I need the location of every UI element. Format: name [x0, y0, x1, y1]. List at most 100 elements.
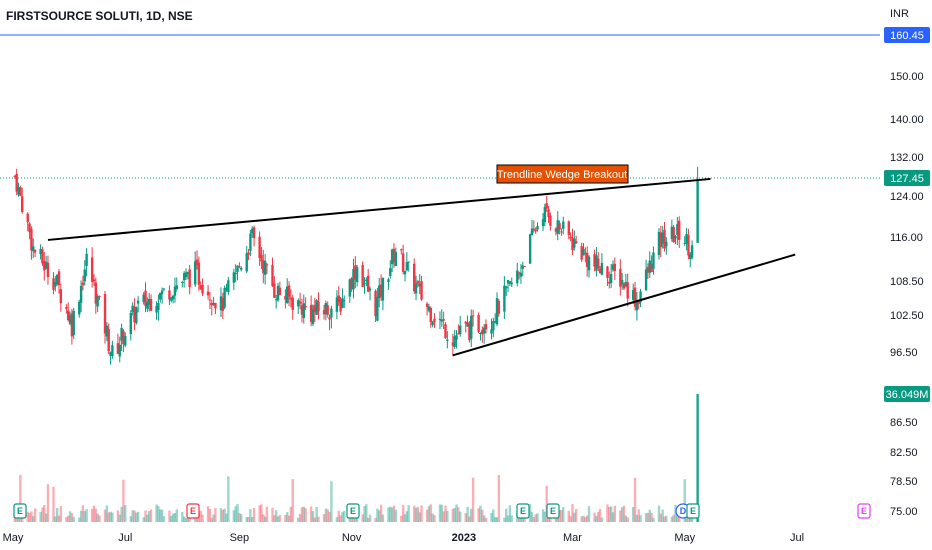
candle-body	[43, 261, 46, 271]
volume-bar	[116, 510, 120, 522]
volume-bar	[665, 515, 668, 522]
candle-body	[227, 280, 230, 293]
volume-bar	[493, 517, 497, 522]
price-tick-label: 108.50	[890, 276, 924, 288]
volume-bar	[683, 479, 686, 522]
earnings-marker[interactable]: E	[346, 503, 360, 519]
price-axis[interactable]: 150.00 140.00 132.00 124.00 116.00 108.50 102.…	[890, 71, 924, 359]
volume-bar	[302, 506, 305, 522]
candle-body	[133, 306, 136, 323]
volume-bar	[309, 506, 313, 522]
candle-body	[236, 265, 239, 272]
candle-body	[361, 265, 364, 287]
volume-bar	[468, 516, 471, 522]
time-axis[interactable]: May Jul Sep Nov 2023 Mar May Jul	[3, 532, 804, 544]
time-tick-label: May	[3, 532, 24, 544]
volume-bar	[236, 504, 239, 522]
volume-bar	[366, 517, 370, 522]
candle-body	[15, 173, 18, 192]
volume-bar	[676, 510, 679, 522]
volume-tick-label: 75.00	[890, 506, 918, 518]
candle-body	[54, 282, 57, 287]
volume-bar	[79, 510, 83, 522]
candle-body	[146, 302, 149, 309]
price-tick-label: 96.50	[890, 347, 918, 359]
candle-body	[543, 206, 547, 223]
volume-bar	[376, 508, 379, 522]
candle-body	[683, 243, 686, 245]
volume-bar	[297, 517, 300, 522]
candle-body	[595, 255, 598, 271]
volume-bar	[390, 507, 394, 522]
candle-body	[479, 332, 482, 334]
last-volume-tag: 36.049M	[884, 386, 930, 402]
volume-bar	[343, 510, 346, 522]
volume-bar	[67, 515, 70, 522]
event-label: D	[680, 506, 687, 516]
volume-bar	[146, 514, 149, 522]
volume-bar	[212, 514, 215, 522]
volume-bar	[208, 508, 212, 522]
volume-bar	[262, 514, 265, 522]
earnings-marker[interactable]: E	[686, 503, 700, 519]
candle-body	[289, 297, 293, 300]
volume-bar	[678, 513, 681, 522]
candle-body	[52, 278, 55, 290]
candle-body	[624, 282, 628, 286]
event-label: E	[861, 506, 867, 516]
volume-bar	[41, 507, 44, 522]
earnings-negative-marker[interactable]: E	[186, 503, 200, 519]
lower-trendline[interactable]	[452, 253, 796, 357]
candle-body	[541, 219, 545, 227]
volume-axis[interactable]: 86.50 82.50 78.50 75.00	[890, 417, 918, 518]
volume-bar	[361, 514, 364, 522]
candle-body	[234, 272, 237, 275]
candle-body	[328, 317, 331, 320]
candle-body	[262, 260, 265, 273]
candle-body	[661, 232, 664, 244]
candle-body	[609, 273, 613, 283]
last-volume-value: 36.049M	[886, 389, 929, 401]
candle-body	[313, 305, 317, 313]
earnings-marker[interactable]: E	[546, 503, 560, 519]
volume-bar	[392, 505, 396, 522]
candle-body	[341, 298, 344, 309]
volume-bar	[611, 512, 615, 522]
volume-bar	[298, 513, 302, 522]
volume-bar	[92, 505, 96, 522]
volume-bar	[438, 504, 442, 522]
volume-bar	[52, 486, 55, 522]
volume-bar	[238, 512, 241, 522]
volume-bar	[414, 507, 418, 522]
volume-bar	[481, 509, 484, 522]
time-tick-label: Nov	[342, 532, 362, 544]
candle-body	[83, 269, 86, 282]
volume-bar	[260, 504, 263, 522]
candle-body	[407, 261, 410, 263]
candle-body	[506, 279, 510, 284]
candle-body	[685, 233, 688, 244]
candle-body	[622, 284, 626, 289]
volume-bar	[457, 507, 460, 522]
candle-body	[260, 254, 263, 262]
volume-bar	[503, 517, 506, 522]
event-label: E	[520, 506, 526, 516]
candle-body	[554, 228, 558, 232]
event-label: E	[17, 506, 23, 516]
volume-bar	[626, 517, 629, 522]
volume-bar	[105, 505, 109, 522]
candle-body	[30, 228, 33, 251]
future-earnings-marker[interactable]: E	[857, 503, 871, 519]
candle-body	[492, 321, 495, 331]
earnings-marker[interactable]: E	[13, 503, 27, 519]
volume-bar	[613, 505, 617, 522]
volume-bar	[210, 517, 213, 522]
earnings-marker[interactable]: E	[516, 503, 530, 519]
annotation-label[interactable]: Trendline Wedge Breakout	[496, 164, 629, 184]
volume-bar	[545, 485, 548, 522]
volume-bar	[574, 508, 578, 522]
upper-trendline[interactable]	[47, 177, 711, 241]
candle-body	[265, 264, 269, 266]
